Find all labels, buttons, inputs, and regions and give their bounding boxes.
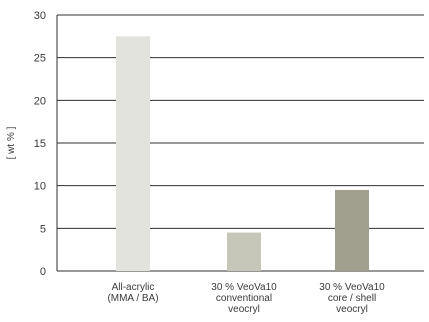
category-label: 30 % VeoVa10 conventional veocryl xyxy=(211,282,277,315)
bars xyxy=(116,36,369,272)
category-label: 30 % VeoVa10 core / shell veocryl xyxy=(319,282,385,315)
category-labels: All-acrylic (MMA / BA) 30 % VeoVa10 convent… xyxy=(107,282,385,315)
y-tick-labels: 0 5 10 15 20 25 30 xyxy=(34,10,46,278)
category-label: All-acrylic (MMA / BA) xyxy=(107,282,158,304)
y-tick-label: 15 xyxy=(34,138,46,150)
y-tick-label: 5 xyxy=(40,223,46,235)
y-tick-label: 30 xyxy=(34,10,46,22)
y-tick-label: 0 xyxy=(40,266,46,278)
y-tick-label: 25 xyxy=(34,53,46,65)
bar xyxy=(227,232,261,271)
bar xyxy=(116,36,150,272)
bar xyxy=(335,189,369,271)
y-tick-label: 20 xyxy=(34,95,46,107)
y-axis-label: [ wt % ] xyxy=(6,126,17,159)
y-tick-label: 10 xyxy=(34,181,46,193)
